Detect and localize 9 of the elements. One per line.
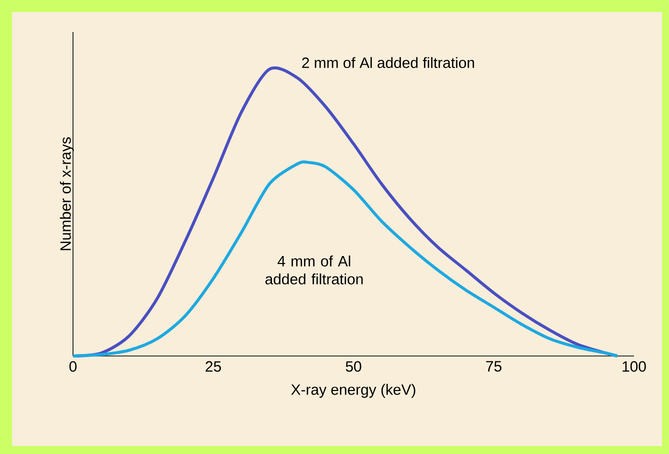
x-axis-title: X-ray energy (keV) <box>291 384 416 398</box>
x-tick-label: 50 <box>346 361 362 372</box>
y-axis-title: Number of x-rays <box>60 137 74 250</box>
x-tick-label: 0 <box>69 361 77 372</box>
x-tick-label: 75 <box>486 361 502 372</box>
x-tick-label: 25 <box>206 361 221 372</box>
text: 4 mm of Al added filtration <box>265 256 363 284</box>
series-label: 2 mm of Al added filtration <box>302 57 474 68</box>
x-tick-label: 100 <box>622 361 646 372</box>
